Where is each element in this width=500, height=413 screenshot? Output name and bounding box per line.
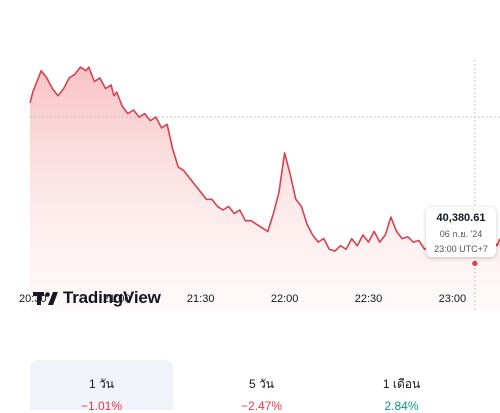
x-tick-label: 21:00: [103, 293, 131, 305]
price-chart[interactable]: 20:30 21:00 21:30 22:00 22:30 23:00: [0, 0, 500, 320]
highlight-point: [471, 259, 479, 268]
period-change: 2.84%: [384, 399, 419, 413]
period-change: −1.01%: [80, 399, 123, 413]
period-label: 1 เดือน: [382, 377, 421, 391]
period-label: 1 วัน: [89, 377, 114, 391]
tradingview-logo[interactable]: TradingView: [33, 287, 161, 309]
area-fill: [30, 67, 500, 310]
period-tab-1d[interactable]: 1 วัน −1.01%: [30, 360, 173, 413]
x-tick-label: 21:30: [187, 293, 215, 305]
tooltip-time: 23:00 UTC+7: [434, 244, 488, 254]
period-selector: 1 วัน −1.01% 5 วัน −2.47% 1 เดือน 2.84%: [30, 360, 500, 413]
period-label: 5 วัน: [249, 377, 274, 391]
tradingview-logo-icon: [33, 292, 58, 305]
period-tab-5d[interactable]: 5 วัน −2.47%: [190, 360, 333, 413]
tooltip-value: 40,380.61: [436, 212, 486, 224]
x-tick-label: 23:00: [439, 293, 467, 305]
x-tick-label: 22:30: [355, 293, 383, 305]
period-change: −2.47%: [240, 399, 283, 413]
price-line: [29, 66, 500, 258]
tooltip-date: 06 ก.ย. '24: [439, 229, 483, 239]
period-tab-1m[interactable]: 1 เดือน 2.84%: [330, 360, 473, 413]
price-tooltip: 40,380.61 06 ก.ย. '24 23:00 UTC+7: [426, 207, 496, 257]
logo-text: TradingView: [63, 288, 161, 307]
x-tick-label: 22:00: [271, 293, 299, 305]
